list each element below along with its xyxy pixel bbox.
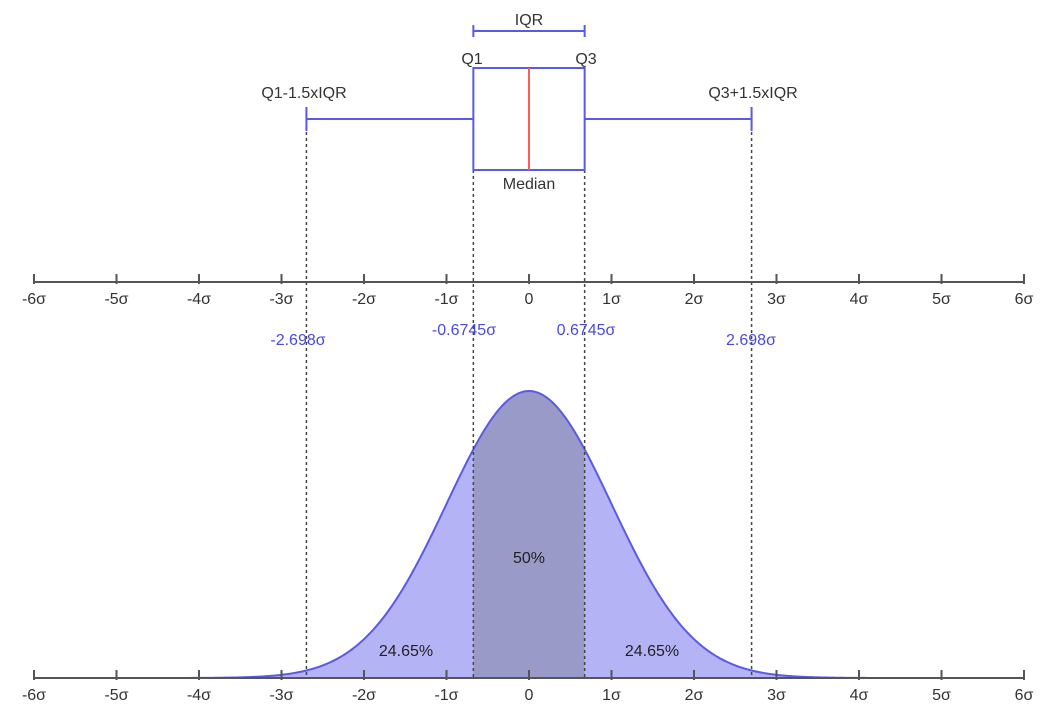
axis-tick-label: 6σ — [1015, 291, 1034, 308]
axis-tick-label: 5σ — [932, 291, 951, 308]
q1-label: Q1 — [461, 51, 482, 68]
center-percentage-label: 50% — [513, 550, 545, 567]
q3-label: Q3 — [575, 51, 596, 68]
axis-tick-label: 4σ — [850, 687, 869, 704]
axis-tick-label: -5σ — [104, 291, 128, 308]
marker-label-q3: 0.6745σ — [557, 322, 616, 339]
median-label: Median — [503, 176, 555, 193]
axis-tick-label: 2σ — [685, 291, 704, 308]
axis-tick-label: 6σ — [1015, 687, 1034, 704]
axis-tick-label: -6σ — [22, 687, 46, 704]
lower-whisker-label: Q1-1.5xIQR — [261, 85, 346, 102]
axis-tick-label: 3σ — [767, 687, 786, 704]
axis-tick-label: 3σ — [767, 291, 786, 308]
marker-label-upper-whisker: 2.698σ — [726, 332, 776, 349]
axis-tick-label: 5σ — [932, 687, 951, 704]
iqr-label: IQR — [515, 12, 543, 29]
marker-label-q1: -0.6745σ — [432, 322, 496, 339]
axis-tick-label: -4σ — [187, 687, 211, 704]
axis-tick-label: -4σ — [187, 291, 211, 308]
axis-tick-label: -1σ — [434, 291, 458, 308]
axis-tick-label: 4σ — [850, 291, 869, 308]
box-plot — [305, 25, 753, 171]
axis-tick-label: -3σ — [269, 687, 293, 704]
top-sigma-axis: -6σ -5σ -4σ -3σ -2σ -1σ 0 1σ 2σ 3σ 4σ 5σ 6σ — [22, 274, 1034, 308]
right-percentage-label: 24.65% — [625, 643, 679, 660]
axis-tick-label: -5σ — [104, 687, 128, 704]
interquartile-area — [473, 391, 585, 678]
upper-whisker-label: Q3+1.5xIQR — [708, 85, 797, 102]
right-tail-area — [584, 449, 1024, 678]
axis-tick-label: -2σ — [352, 687, 376, 704]
left-tail-area — [34, 449, 474, 678]
guide-lines — [305, 120, 753, 678]
axis-tick-label: -6σ — [22, 291, 46, 308]
axis-tick-label: 0 — [525, 291, 534, 308]
axis-tick-label: -1σ — [434, 687, 458, 704]
axis-tick-label: -2σ — [352, 291, 376, 308]
marker-label-lower-whisker: -2.698σ — [270, 332, 325, 349]
distribution-area — [34, 389, 1024, 679]
axis-tick-label: -3σ — [269, 291, 293, 308]
left-percentage-label: 24.65% — [379, 643, 433, 660]
bottom-sigma-axis: -6σ -5σ -4σ -3σ -2σ -1σ 0 1σ 2σ 3σ 4σ 5σ 6σ — [22, 670, 1034, 704]
axis-tick-label: 1σ — [602, 291, 621, 308]
axis-tick-label: 1σ — [602, 687, 621, 704]
axis-tick-label: 2σ — [685, 687, 704, 704]
axis-tick-label: 0 — [525, 687, 534, 704]
